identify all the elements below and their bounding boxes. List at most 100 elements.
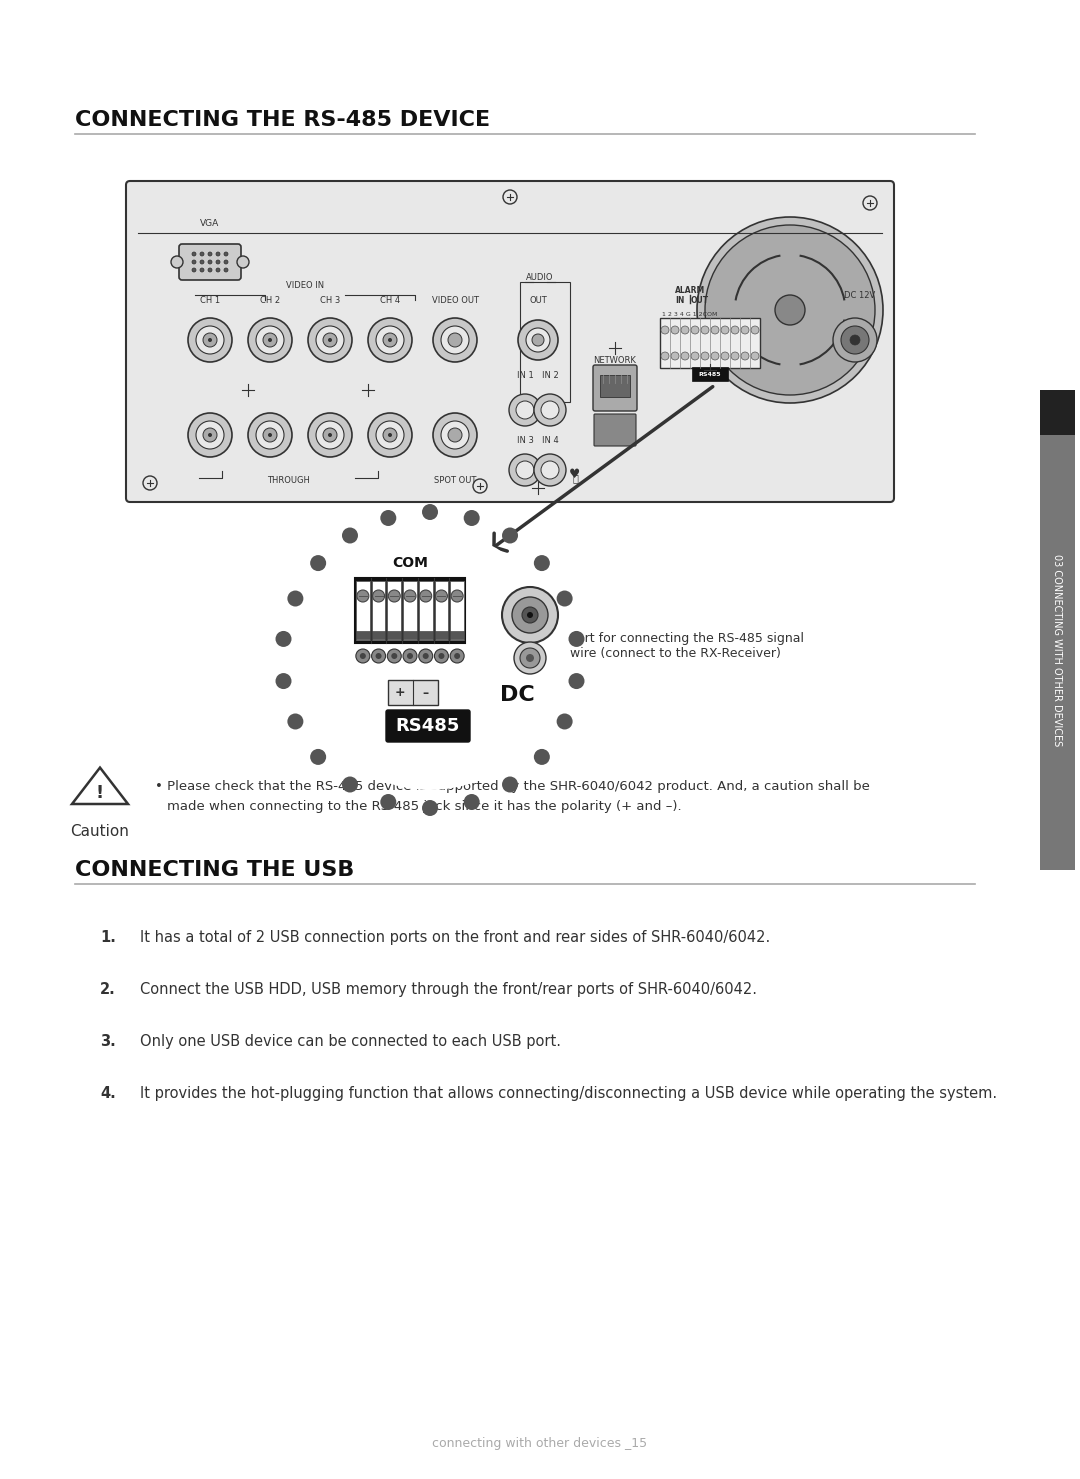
Circle shape	[731, 325, 739, 334]
Circle shape	[388, 649, 402, 663]
Circle shape	[308, 318, 352, 362]
Circle shape	[376, 422, 404, 450]
Circle shape	[556, 590, 572, 606]
Text: Caution: Caution	[70, 824, 130, 839]
Circle shape	[192, 268, 195, 272]
Circle shape	[541, 401, 559, 419]
Circle shape	[671, 352, 679, 359]
Circle shape	[342, 776, 357, 793]
Circle shape	[721, 325, 729, 334]
Circle shape	[691, 325, 699, 334]
Circle shape	[441, 325, 469, 353]
Circle shape	[568, 632, 584, 646]
Circle shape	[751, 352, 759, 359]
Text: 1.: 1.	[100, 930, 116, 945]
Circle shape	[355, 649, 369, 663]
Circle shape	[300, 529, 561, 790]
Text: ♥: ♥	[569, 469, 581, 482]
Text: AUDIO: AUDIO	[526, 274, 554, 282]
Circle shape	[420, 590, 432, 602]
Circle shape	[502, 528, 518, 543]
Bar	[356, 632, 369, 639]
Circle shape	[376, 654, 381, 660]
Circle shape	[208, 251, 212, 256]
Bar	[1040, 390, 1075, 870]
Text: OUT: OUT	[691, 296, 710, 305]
Circle shape	[422, 654, 429, 660]
Circle shape	[224, 260, 228, 263]
Circle shape	[275, 504, 585, 815]
Text: 3.: 3.	[100, 1034, 116, 1049]
Circle shape	[328, 339, 332, 342]
Text: OUT: OUT	[529, 296, 546, 305]
Circle shape	[310, 555, 326, 571]
Circle shape	[701, 352, 708, 359]
Circle shape	[310, 748, 326, 765]
Text: ␦: ␦	[572, 473, 578, 484]
Text: Connect the USB HDD, USB memory through the front/rear ports of SHR-6040/6042.: Connect the USB HDD, USB memory through …	[140, 982, 757, 997]
Bar	[355, 578, 465, 643]
Circle shape	[380, 794, 396, 810]
FancyBboxPatch shape	[594, 414, 636, 447]
Circle shape	[450, 649, 464, 663]
Bar	[434, 632, 448, 639]
Circle shape	[188, 413, 232, 457]
Circle shape	[455, 654, 460, 660]
Text: ALARM: ALARM	[675, 285, 705, 294]
Circle shape	[534, 393, 566, 426]
Circle shape	[534, 555, 550, 571]
Circle shape	[518, 319, 558, 359]
Circle shape	[200, 268, 204, 272]
Circle shape	[383, 427, 397, 442]
Text: • Please check that the RS-485 device is supported by the SHR-6040/6042 product.: • Please check that the RS-485 device is…	[156, 779, 869, 793]
Circle shape	[264, 333, 276, 348]
Circle shape	[208, 339, 212, 342]
Bar	[372, 581, 386, 640]
Circle shape	[833, 318, 877, 362]
Text: IN 2: IN 2	[542, 371, 558, 380]
Text: RS485: RS485	[395, 717, 460, 735]
Circle shape	[422, 504, 438, 521]
Circle shape	[256, 422, 284, 450]
Circle shape	[441, 422, 469, 450]
Circle shape	[516, 401, 534, 419]
Circle shape	[372, 649, 386, 663]
Text: IN 1: IN 1	[516, 371, 534, 380]
Bar	[419, 581, 433, 640]
Circle shape	[316, 422, 345, 450]
Circle shape	[711, 325, 719, 334]
Circle shape	[863, 197, 877, 210]
Text: CONNECTING THE USB: CONNECTING THE USB	[75, 859, 354, 880]
Circle shape	[526, 654, 534, 663]
Circle shape	[448, 427, 462, 442]
Text: IN 4: IN 4	[542, 436, 558, 445]
Circle shape	[532, 334, 544, 346]
Text: THROUGH: THROUGH	[267, 476, 310, 485]
Circle shape	[388, 339, 392, 342]
Circle shape	[376, 325, 404, 353]
Circle shape	[526, 328, 550, 352]
Circle shape	[195, 422, 224, 450]
Circle shape	[388, 433, 392, 436]
Circle shape	[237, 256, 249, 268]
Circle shape	[360, 654, 366, 660]
Text: Only one USB device can be connected to each USB port.: Only one USB device can be connected to …	[140, 1034, 561, 1049]
Circle shape	[200, 251, 204, 256]
Bar	[388, 581, 401, 640]
Bar	[450, 632, 464, 639]
Circle shape	[208, 268, 212, 272]
FancyBboxPatch shape	[179, 244, 241, 280]
Text: It has a total of 2 USB connection ports on the front and rear sides of SHR-6040: It has a total of 2 USB connection ports…	[140, 930, 770, 945]
Circle shape	[741, 325, 750, 334]
Circle shape	[705, 225, 875, 395]
Circle shape	[389, 590, 401, 602]
Circle shape	[188, 318, 232, 362]
Circle shape	[248, 413, 292, 457]
Text: DC 12V: DC 12V	[845, 291, 876, 300]
Circle shape	[171, 256, 183, 268]
Circle shape	[422, 800, 438, 816]
Text: 2.: 2.	[100, 982, 116, 997]
Circle shape	[287, 713, 303, 729]
Circle shape	[522, 606, 538, 623]
Text: IN: IN	[675, 296, 685, 305]
